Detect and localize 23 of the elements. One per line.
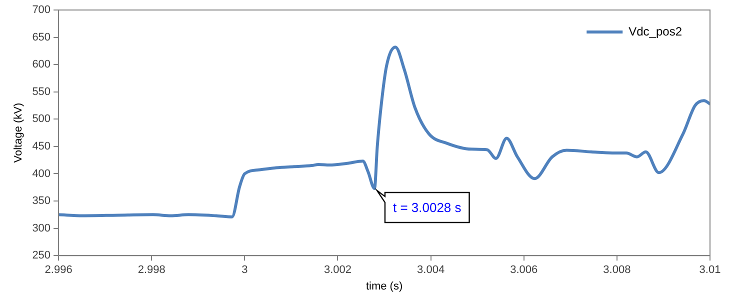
line-series (58, 46, 710, 218)
legend-label: Vdc_pos2 (628, 24, 682, 38)
x-tick-label: 3.004 (417, 264, 445, 276)
x-tick-label: 3 (242, 264, 248, 276)
y-tick-label: 350 (32, 195, 51, 208)
y-tick-label: 300 (32, 222, 51, 234)
y-axis-title: Voltage (kV) (12, 102, 25, 163)
y-tick-label: 450 (32, 140, 51, 152)
y-tick-label: 650 (32, 31, 51, 44)
x-tick-label: 2.998 (138, 264, 166, 276)
x-tick-label: 3.008 (603, 264, 631, 276)
x-axis-title: time (s) (366, 280, 403, 292)
y-tick-label: 550 (32, 86, 51, 98)
x-tick-label: 2.996 (44, 264, 72, 276)
y-tick-label: 500 (32, 113, 51, 126)
y-tick-label: 250 (32, 250, 51, 262)
x-tick-label: 3.01 (699, 264, 721, 276)
x-tick-label: 3.006 (510, 264, 538, 276)
y-tick-label: 700 (32, 4, 51, 16)
y-tick-label: 600 (32, 58, 51, 71)
x-tick-label: 3.002 (324, 264, 352, 276)
y-tick-label: 400 (32, 168, 51, 180)
annotation: t = 3.0028 s (392, 200, 462, 216)
